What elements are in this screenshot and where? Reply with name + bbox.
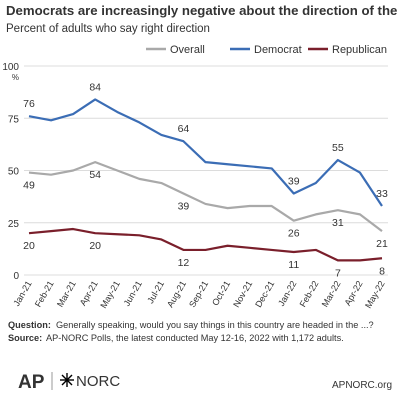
series-line — [28, 227, 383, 262]
norc-logo: NORC — [76, 373, 120, 390]
data-label: 12 — [178, 257, 190, 269]
x-tick-label: May-21 — [98, 279, 122, 310]
source-text: AP-NORC Polls, the latest conducted May … — [46, 333, 344, 343]
data-label: 76 — [23, 98, 35, 110]
x-tick-label: Mar-21 — [55, 279, 78, 309]
x-tick-label: May-22 — [363, 279, 387, 310]
x-tick-label: Aug-21 — [165, 279, 188, 309]
x-tick-label: Oct-21 — [210, 279, 232, 307]
x-tick-label: Jan-22 — [276, 279, 298, 308]
y-unit: % — [12, 73, 19, 82]
data-label: 31 — [332, 217, 344, 229]
y-tick-label: 75 — [8, 114, 20, 125]
x-tick-label: Mar-22 — [320, 279, 343, 309]
x-tick-label: Apr-21 — [78, 279, 100, 307]
y-tick-label: 25 — [8, 219, 20, 230]
data-label: 8 — [379, 265, 385, 277]
legend-label: Republican — [332, 44, 387, 56]
data-label: 7 — [335, 267, 341, 279]
series-line — [28, 161, 383, 232]
x-tick-label: Jun-21 — [122, 279, 144, 308]
source-label: Source: — [8, 333, 42, 343]
data-label: 55 — [332, 142, 344, 154]
data-label: 39 — [178, 200, 190, 212]
x-tick-label: Jan-21 — [11, 279, 33, 308]
x-tick-label: Dec-21 — [253, 279, 276, 309]
data-label: 64 — [178, 123, 190, 135]
legend-label: Democrat — [254, 44, 302, 56]
x-tick-label: Jul-21 — [145, 279, 166, 305]
norc-star — [60, 373, 74, 387]
x-tick-label: Sep-21 — [187, 279, 210, 309]
x-tick-label: Apr-22 — [343, 279, 365, 307]
data-label: 33 — [376, 188, 388, 200]
x-tick-label: Feb-22 — [298, 279, 321, 309]
data-label: 84 — [89, 81, 101, 93]
question-label: Question: — [8, 320, 51, 330]
y-tick-label: 100 — [2, 62, 19, 73]
site-url: APNORC.org — [332, 380, 392, 391]
data-label: 20 — [89, 240, 101, 252]
data-label: 26 — [288, 228, 300, 240]
data-label: 11 — [288, 259, 299, 271]
y-tick-label: 0 — [13, 271, 19, 282]
question-text: Generally speaking, would you say things… — [56, 320, 374, 330]
x-tick-label: Feb-21 — [33, 279, 56, 309]
data-label: 21 — [376, 238, 388, 250]
data-label: 20 — [23, 240, 35, 252]
series-line — [28, 98, 383, 207]
chart-title: Democrats are increasingly negative abou… — [6, 3, 400, 18]
data-label: 49 — [23, 180, 35, 192]
y-tick-label: 50 — [8, 167, 20, 178]
ap-logo: AP — [18, 372, 45, 393]
x-tick-label: Nov-21 — [231, 279, 254, 309]
legend-label: Overall — [170, 44, 205, 56]
chart-subtitle: Percent of adults who say right directio… — [6, 23, 210, 35]
data-label: 39 — [288, 175, 300, 187]
data-label: 54 — [89, 169, 101, 181]
